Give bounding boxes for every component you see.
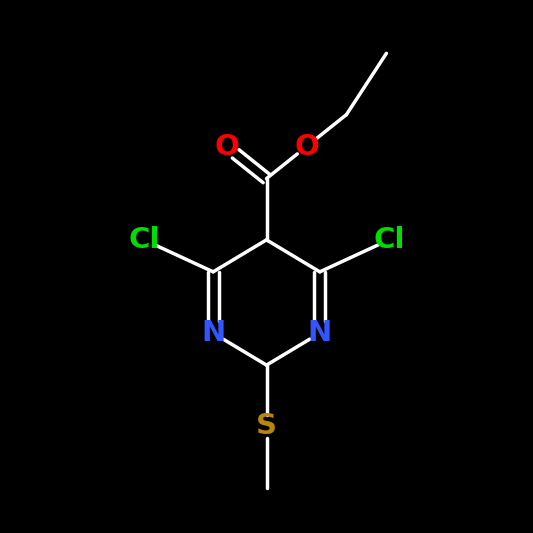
Text: S: S xyxy=(256,413,277,440)
Text: O: O xyxy=(214,133,239,160)
Text: N: N xyxy=(308,319,332,347)
Text: Cl: Cl xyxy=(128,226,160,254)
Text: Cl: Cl xyxy=(373,226,405,254)
Text: O: O xyxy=(294,133,319,160)
Text: N: N xyxy=(201,319,225,347)
